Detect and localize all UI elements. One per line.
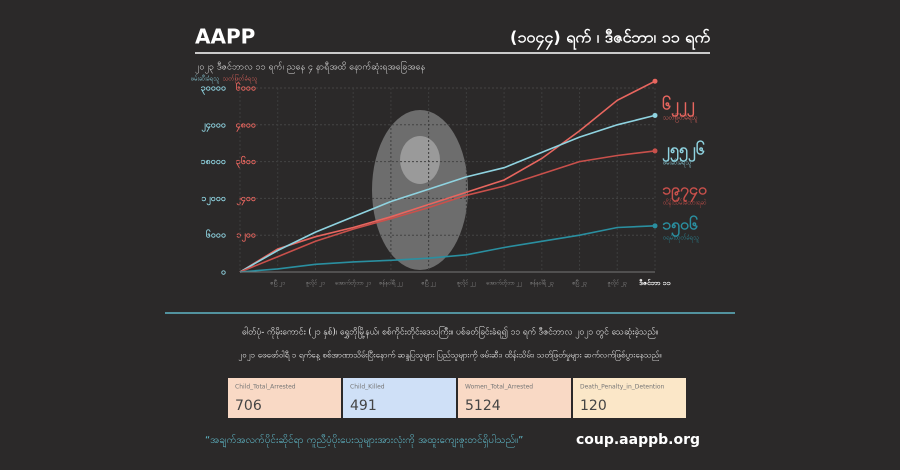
legend-name: ဝရမ်းထုတ်ခံရသူ: [663, 234, 699, 243]
y-tick-label: ၀: [221, 268, 226, 278]
legend-name: သတ်ဖြတ်ခံရသူ: [663, 113, 698, 123]
x-tick-label: အောက်တိုဘာ ၂၂: [486, 279, 522, 288]
stat-card-value: 5124: [465, 398, 501, 414]
stat-card: [458, 378, 571, 418]
quote: “အချက်အလက်ပိုင်းဆိုင်ရာ ကူညီပံ့ပိုးပေးသူ…: [205, 433, 523, 448]
stat-card-label: Women_Total_Arrested: [465, 384, 533, 391]
stat-card-label: Child_Killed: [350, 384, 385, 391]
legend-name: ဖမ်းဆီးခံရသူ: [663, 159, 692, 168]
x-tick-label: အောက်တိုဘာ ၂၁: [335, 279, 371, 288]
end-point: [652, 78, 658, 84]
x-tick-label: ဇူလိုင် ၂၃: [608, 279, 627, 288]
stat-card: [343, 378, 456, 418]
site: coup.aappb.org: [576, 432, 700, 448]
stat-card-value: 120: [580, 398, 607, 414]
series-line: [239, 80, 656, 273]
x-tick-label: ဇူလိုင် ၂၂: [457, 279, 476, 288]
stat-card: [228, 378, 341, 418]
x-tick-label: ဇန်နဝါရီ ၂၂: [379, 279, 403, 288]
end-value-label: ၆၂၂၂: [662, 95, 695, 118]
y-tick-label: ၆၀၀၀: [206, 230, 226, 241]
stat-card: [573, 378, 686, 418]
y-tick-label: ၃၀၀၀၀: [201, 84, 226, 96]
y2-tick-label: ၆၀၀၀: [236, 83, 256, 94]
y2-tick-label: ၁၂၀၀: [236, 231, 256, 243]
y2-tick-label: ၂၄၀၀: [236, 194, 256, 206]
x-tick-label: ဧပြီ ၂၃: [572, 279, 587, 288]
stat-card-value: 491: [350, 398, 377, 414]
y2-tick-label: ၃၆၀၀: [236, 156, 256, 169]
end-point: [652, 148, 658, 154]
series-line: [239, 114, 656, 273]
y-tick-label: ၁၈၀၀၀: [201, 157, 226, 167]
legend-name: ထိန်းသိမ်းခံထားရဆဲ: [663, 199, 707, 208]
stat-card-value: 706: [235, 398, 262, 414]
series-line: [239, 225, 656, 273]
date: (၁၀၄၄) ရက် ၊ ဒီဇင်ဘာ၊ ၁၁ ရက်: [510, 28, 711, 51]
end-value-label: ၁၅၀၆: [662, 215, 698, 238]
end-point: [652, 112, 658, 118]
y-tick-label: ၂၄၀၀၀: [201, 120, 226, 132]
end-point: [652, 223, 658, 229]
subtitle: ၂၀၂၃ ဒီဇင်ဘာလ ၁၁ ရက်၊ ညနေ ၄ နာရီအထိ နောက…: [195, 61, 425, 74]
x-tick-label: ဇန်နဝါရီ ၂၃: [530, 279, 554, 288]
stat-card-label: Death_Penalty_in_Detention: [580, 384, 665, 391]
note: ၂၀၂၁ ဖေဖော်ဝါရီ ၁ ရက်နေ့ စစ်အာဏာသိမ်းပြီ…: [238, 350, 661, 362]
y2-axis-title: သတ်ဖြတ်ခံရသူ: [223, 74, 258, 84]
end-value-label: ၁၉၇၄၀: [662, 180, 707, 203]
x-tick-label: ဧပြီ ၂၂: [421, 279, 436, 288]
series-line: [239, 150, 656, 273]
stat-card-label: Child_Total_Arrested: [235, 384, 296, 391]
x-tick-label: ဧပြီ ၂၁: [270, 279, 285, 288]
y-axis-title: ဖမ်းဆီးခံရသူ: [191, 75, 220, 84]
y-tick-label: ၁၂၀၀၀: [201, 194, 226, 206]
title: AAPP: [195, 25, 255, 49]
portrait: [372, 110, 468, 270]
note: ဓါတ်ပုံ- ကိုမိုးကောင်း (၂၁ နှစ်)၊ ရွှေဘိ…: [242, 326, 658, 339]
x-tick-label: ဇူလိုင် ၂၁: [306, 279, 325, 288]
portrait-face: [400, 136, 440, 184]
x-tick-label: ဒီဇင်ဘာ ၁၁: [638, 279, 671, 287]
y2-tick-label: ၄၈၀၀: [236, 120, 256, 132]
end-value-label: ၂၅၅၂၆: [662, 140, 705, 163]
